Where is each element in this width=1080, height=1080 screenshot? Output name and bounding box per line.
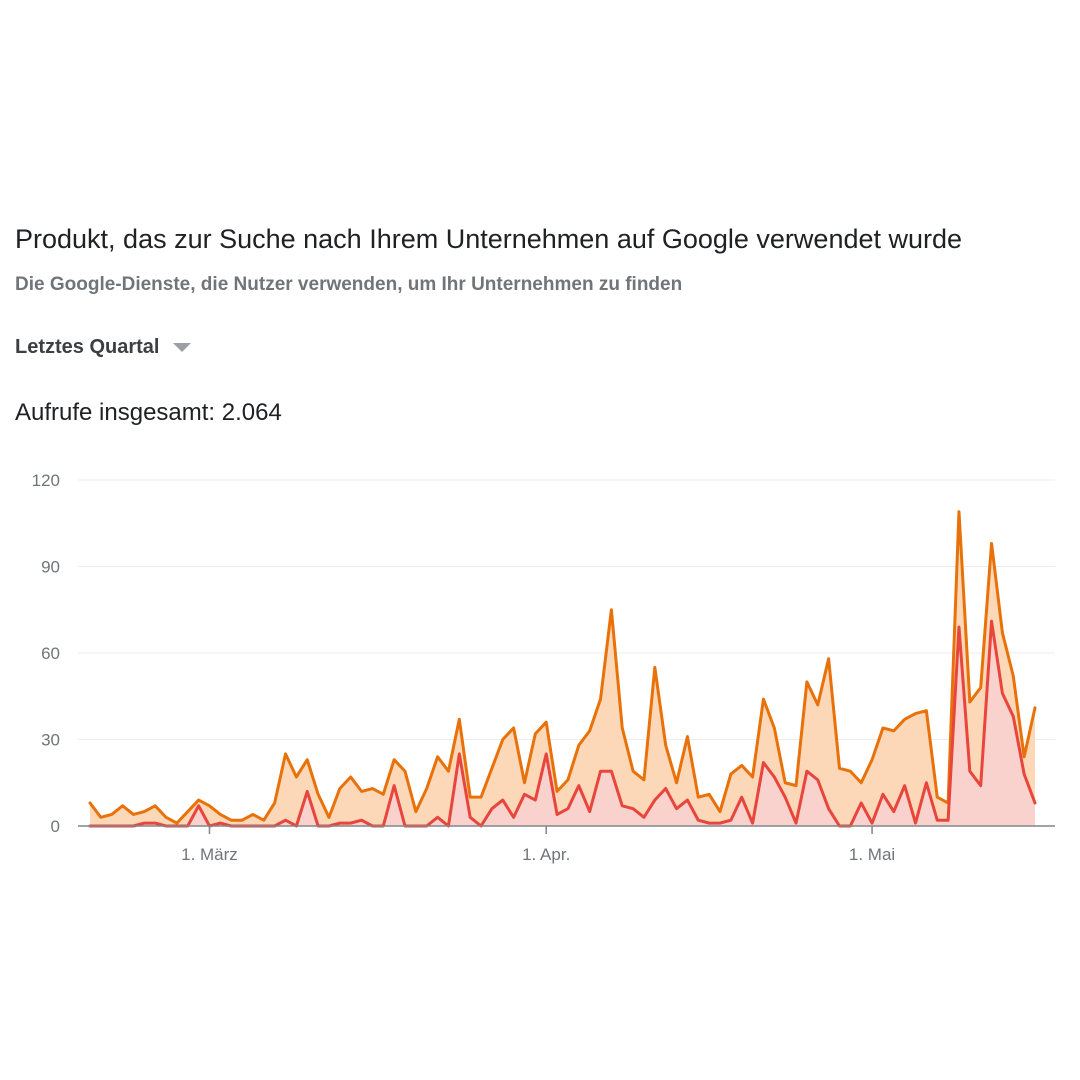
total-views-label: Aufrufe insgesamt: <box>15 399 216 426</box>
y-tick-label-90: 90 <box>41 558 60 577</box>
series-0-line <box>88 510 1037 825</box>
total-views: Aufrufe insgesamt: 2.064 <box>15 399 282 427</box>
total-views-value: 2.064 <box>221 399 282 426</box>
chart-subtitle: Die Google-Dienste, die Nutzer verwenden… <box>15 274 683 295</box>
y-tick-label-120: 120 <box>32 471 60 490</box>
y-tick-label-30: 30 <box>41 731 60 750</box>
series-0-area <box>90 511 1035 826</box>
period-dropdown-label: Letztes Quartal <box>15 336 160 358</box>
y-tick-label-60: 60 <box>41 644 60 663</box>
caret-down-icon <box>173 343 192 352</box>
x-tick-label-0: 1. März <box>181 845 238 864</box>
x-tick-label-2: 1. Mai <box>849 845 895 864</box>
x-tick-label-1: 1. Apr. <box>522 845 570 864</box>
views-area-chart: 0 30 60 90 120 1. März 1. Apr. 1. Mai <box>32 471 1055 864</box>
period-dropdown[interactable]: Letztes Quartal <box>15 336 192 359</box>
y-tick-label-0: 0 <box>51 817 60 836</box>
chart-title: Produkt, das zur Suche nach Ihrem Untern… <box>15 224 963 254</box>
